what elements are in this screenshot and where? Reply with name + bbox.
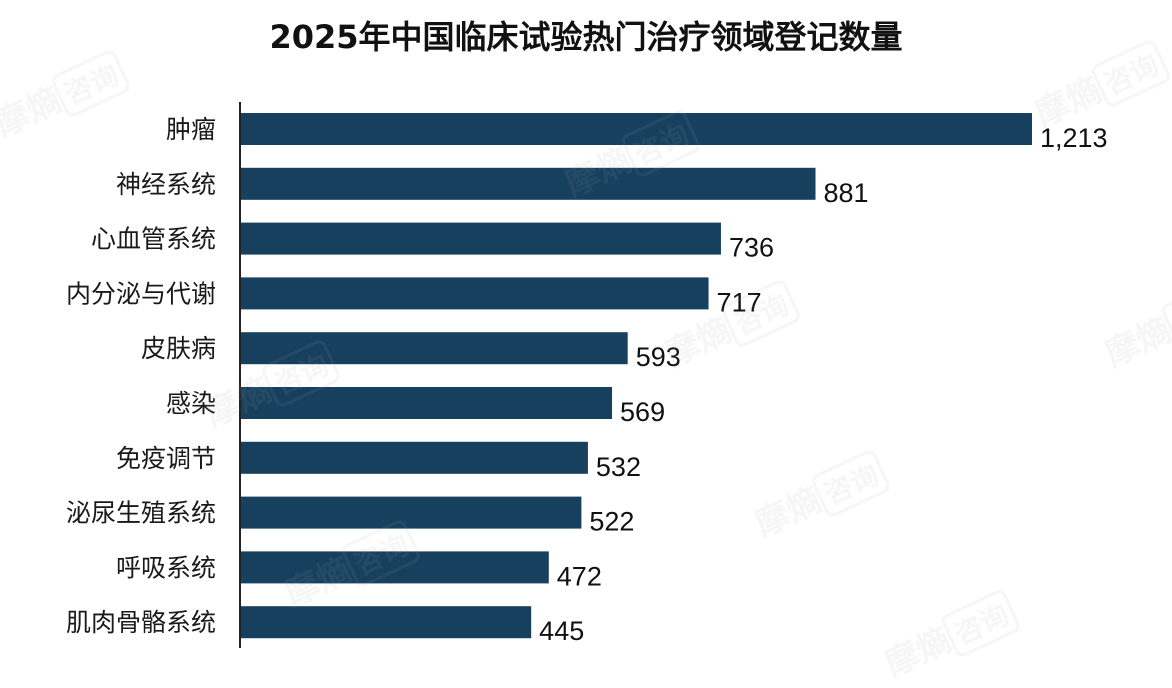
value-label: 1,213 <box>1040 123 1108 153</box>
bar-4 <box>241 277 709 310</box>
bar-8 <box>241 496 582 529</box>
category-label: 肌肉骨骼系统 <box>66 608 216 637</box>
value-label: 569 <box>620 397 665 427</box>
category-label: 呼吸系统 <box>116 553 216 582</box>
bar-7 <box>241 441 588 474</box>
category-label: 免疫调节 <box>116 444 216 473</box>
value-label: 522 <box>589 507 634 537</box>
bar-5 <box>241 332 628 365</box>
bar-3 <box>241 222 721 255</box>
category-label: 皮肤病 <box>141 334 216 363</box>
bar-1 <box>241 113 1032 145</box>
chart-title: 2025年中国临床试验热门治疗领域登记数量 <box>269 18 903 56</box>
bar-2 <box>241 167 816 200</box>
category-label: 感染 <box>166 389 216 418</box>
value-label: 881 <box>824 178 869 208</box>
value-label: 445 <box>539 616 584 646</box>
bar-10 <box>241 606 532 639</box>
value-label: 593 <box>636 342 681 372</box>
category-label: 内分泌与代谢 <box>66 279 216 308</box>
value-label: 472 <box>557 561 602 591</box>
value-label: 532 <box>596 452 641 482</box>
category-label: 心血管系统 <box>91 225 216 254</box>
category-label: 肿瘤 <box>166 115 216 144</box>
value-label: 736 <box>729 233 774 263</box>
bars-group: 肿瘤 1,213 神经系统 881 心血管系统 736 内分泌与代谢 717 皮肤病 593 感染 5… <box>66 113 1108 646</box>
value-label: 717 <box>717 287 762 317</box>
bar-chart: 肿瘤 1,213 神经系统 881 心血管系统 736 内分泌与代谢 717 皮肤病 593 感染 5… <box>66 102 1108 648</box>
category-label: 泌尿生殖系统 <box>66 499 216 528</box>
bar-6 <box>241 387 613 419</box>
bar-9 <box>241 551 549 584</box>
category-label: 神经系统 <box>116 170 216 199</box>
